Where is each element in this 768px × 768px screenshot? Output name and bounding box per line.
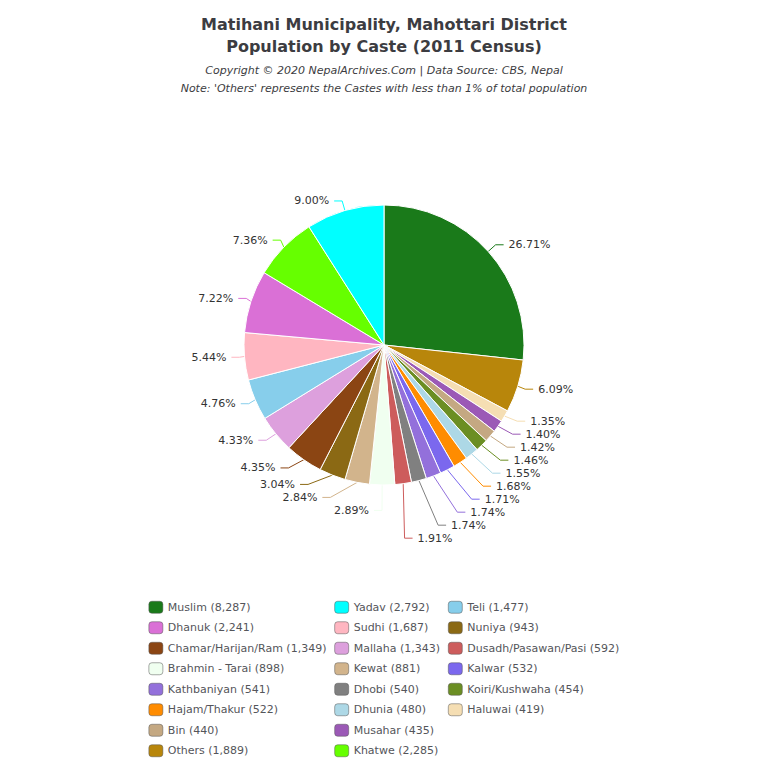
svg-text:Muslim (8,287): Muslim (8,287): [168, 601, 251, 614]
svg-text:7.36%: 7.36%: [233, 234, 268, 247]
svg-text:2.84%: 2.84%: [282, 491, 317, 504]
svg-text:1.71%: 1.71%: [485, 493, 520, 506]
svg-text:9.00%: 9.00%: [294, 194, 329, 207]
svg-text:Yadav (2,792): Yadav (2,792): [353, 601, 430, 614]
svg-text:Dusadh/Pasawan/Pasi (592): Dusadh/Pasawan/Pasi (592): [467, 642, 619, 655]
svg-text:Matihani Municipality, Mahotta: Matihani Municipality, Mahottari Distric…: [201, 15, 567, 34]
svg-text:1.74%: 1.74%: [451, 519, 486, 532]
svg-text:Hajam/Thakur (522): Hajam/Thakur (522): [168, 703, 278, 716]
svg-text:Dhobi (540): Dhobi (540): [354, 683, 419, 696]
svg-text:5.44%: 5.44%: [191, 351, 226, 364]
svg-text:Nuniya (943): Nuniya (943): [467, 621, 539, 634]
svg-text:Kalwar (532): Kalwar (532): [467, 662, 537, 675]
svg-text:Bin (440): Bin (440): [168, 724, 219, 737]
svg-text:Mallaha (1,343): Mallaha (1,343): [354, 642, 440, 655]
svg-text:Khatwe (2,285): Khatwe (2,285): [354, 744, 439, 757]
svg-text:Kathbaniyan (541): Kathbaniyan (541): [168, 683, 270, 696]
svg-text:1.35%: 1.35%: [530, 415, 565, 428]
svg-text:26.71%: 26.71%: [509, 238, 551, 251]
svg-text:1.55%: 1.55%: [505, 467, 540, 480]
svg-text:Copyright © 2020 NepalArchives: Copyright © 2020 NepalArchives.Com | Dat…: [205, 64, 562, 77]
svg-text:3.04%: 3.04%: [260, 478, 295, 491]
svg-text:Chamar/Harijan/Ram (1,349): Chamar/Harijan/Ram (1,349): [168, 642, 327, 655]
svg-text:4.76%: 4.76%: [201, 397, 236, 410]
svg-text:Note: 'Others' represents the: Note: 'Others' represents the Castes wit…: [181, 82, 588, 95]
svg-text:7.22%: 7.22%: [198, 292, 233, 305]
svg-text:Population by Caste (2011 Cens: Population by Caste (2011 Census): [226, 37, 542, 56]
svg-text:2.89%: 2.89%: [334, 504, 369, 517]
svg-text:4.35%: 4.35%: [241, 461, 276, 474]
svg-text:Sudhi (1,687): Sudhi (1,687): [354, 621, 429, 634]
svg-text:1.91%: 1.91%: [418, 532, 453, 545]
svg-text:Dhunia (480): Dhunia (480): [354, 703, 426, 716]
svg-text:1.46%: 1.46%: [513, 454, 548, 467]
svg-text:Teli (1,477): Teli (1,477): [466, 601, 528, 614]
svg-text:1.42%: 1.42%: [520, 441, 555, 454]
svg-text:Others (1,889): Others (1,889): [168, 744, 249, 757]
svg-text:Dhanuk (2,241): Dhanuk (2,241): [168, 621, 254, 634]
svg-text:Haluwai (419): Haluwai (419): [467, 703, 544, 716]
svg-text:4.33%: 4.33%: [218, 434, 253, 447]
svg-text:6.09%: 6.09%: [538, 383, 573, 396]
svg-text:Kewat (881): Kewat (881): [354, 662, 421, 675]
svg-text:1.40%: 1.40%: [526, 428, 561, 441]
svg-text:Brahmin - Tarai (898): Brahmin - Tarai (898): [168, 662, 285, 675]
svg-text:1.68%: 1.68%: [496, 480, 531, 493]
svg-text:1.74%: 1.74%: [470, 506, 505, 519]
svg-text:Koiri/Kushwaha (454): Koiri/Kushwaha (454): [467, 683, 584, 696]
svg-text:Musahar (435): Musahar (435): [354, 724, 434, 737]
